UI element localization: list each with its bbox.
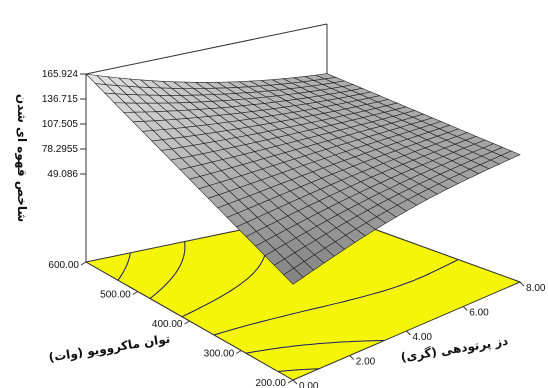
contour-line-4: [149, 241, 186, 299]
x-tick-label: 4.00: [413, 332, 433, 343]
y-tick-label: 600.00: [48, 260, 79, 271]
frame-edge-top-back: [85, 23, 328, 75]
y-tick-label: 200.00: [255, 378, 286, 388]
z-tick-label: 49.086: [47, 169, 78, 180]
z-tick-label: 78.2955: [42, 144, 79, 155]
surface-cell: [500, 150, 521, 160]
x-tick-mark: [519, 281, 525, 287]
z-tick-label: 136.715: [42, 94, 79, 105]
x-tick-mark: [462, 306, 468, 311]
contour-line-5: [117, 252, 131, 281]
x-tick-mark: [406, 330, 411, 336]
y-tick-label: 300.00: [204, 349, 235, 360]
y-tick-mark: [80, 261, 87, 266]
x-tick-mark: [349, 355, 355, 360]
y-tick-mark: [132, 291, 139, 295]
z-axis-label: شاخص قهوه ای شدن: [14, 94, 29, 222]
contour-line-1: [246, 340, 385, 354]
x-tick-label: 2.00: [356, 357, 376, 368]
z-tick-label: 107.505: [42, 119, 79, 130]
x-tick-label: 8.00: [526, 283, 546, 294]
y-tick-mark: [184, 320, 190, 325]
y-axis-label: توان ماکروویو (وات): [48, 332, 172, 366]
y-tick-mark: [235, 350, 242, 354]
axis-ticks: 49.086 78.2955 107.505 136.715 165.924 200.00…: [42, 69, 546, 388]
x-tick-label: 0.00: [299, 381, 319, 388]
contour-line-0: [278, 368, 320, 372]
response-surface: [85, 73, 521, 285]
y-tick-mark: [287, 379, 294, 384]
x-tick-mark: [292, 379, 298, 385]
x-tick-label: 6.00: [469, 308, 489, 319]
y-tick-label: 500.00: [100, 290, 131, 301]
z-tick-label: 165.924: [42, 69, 79, 80]
y-tick-label: 400.00: [152, 319, 183, 330]
contour-line-2: [213, 259, 459, 336]
